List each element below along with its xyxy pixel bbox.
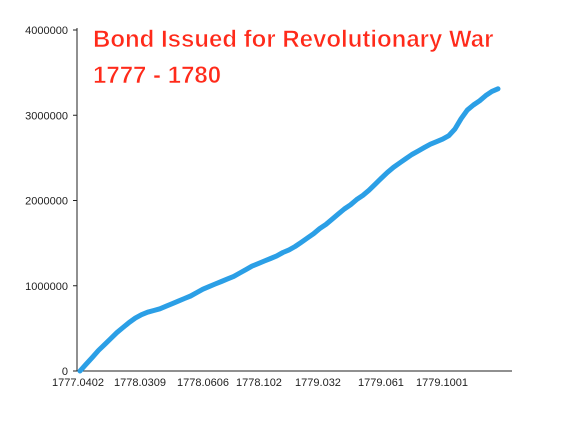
series-line <box>77 86 501 374</box>
chart-axes <box>76 28 512 372</box>
y-tick-label: 3000000 <box>25 110 68 122</box>
y-axis-ticks: 0 1000000 2000000 3000000 4000000 <box>25 25 77 378</box>
y-tick-label: 0 <box>62 366 68 378</box>
x-tick-label: 1779.032 <box>295 377 341 389</box>
x-tick-label: 1777.0402 <box>52 377 104 389</box>
x-tick-label: 1779.061 <box>358 377 404 389</box>
chart-subtitle: 1777 - 1780 <box>93 62 221 89</box>
y-tick-label: 1000000 <box>25 281 68 293</box>
x-axis-ticks: 1777.0402 1778.0309 1778.0606 1778.102 1779.… <box>52 377 468 389</box>
x-tick-label: 1778.102 <box>236 377 282 389</box>
chart-title-group: Bond Issued for Revolutionary War 1777 -… <box>93 26 494 90</box>
x-tick-label: 1779.1001 <box>416 377 468 389</box>
x-tick-label: 1778.0606 <box>177 377 229 389</box>
y-tick-label: 4000000 <box>25 25 68 37</box>
y-tick-label: 2000000 <box>25 196 68 208</box>
chart-title: Bond Issued for Revolutionary War <box>93 26 494 53</box>
x-tick-label: 1778.0309 <box>114 377 166 389</box>
chart-series <box>77 86 501 374</box>
